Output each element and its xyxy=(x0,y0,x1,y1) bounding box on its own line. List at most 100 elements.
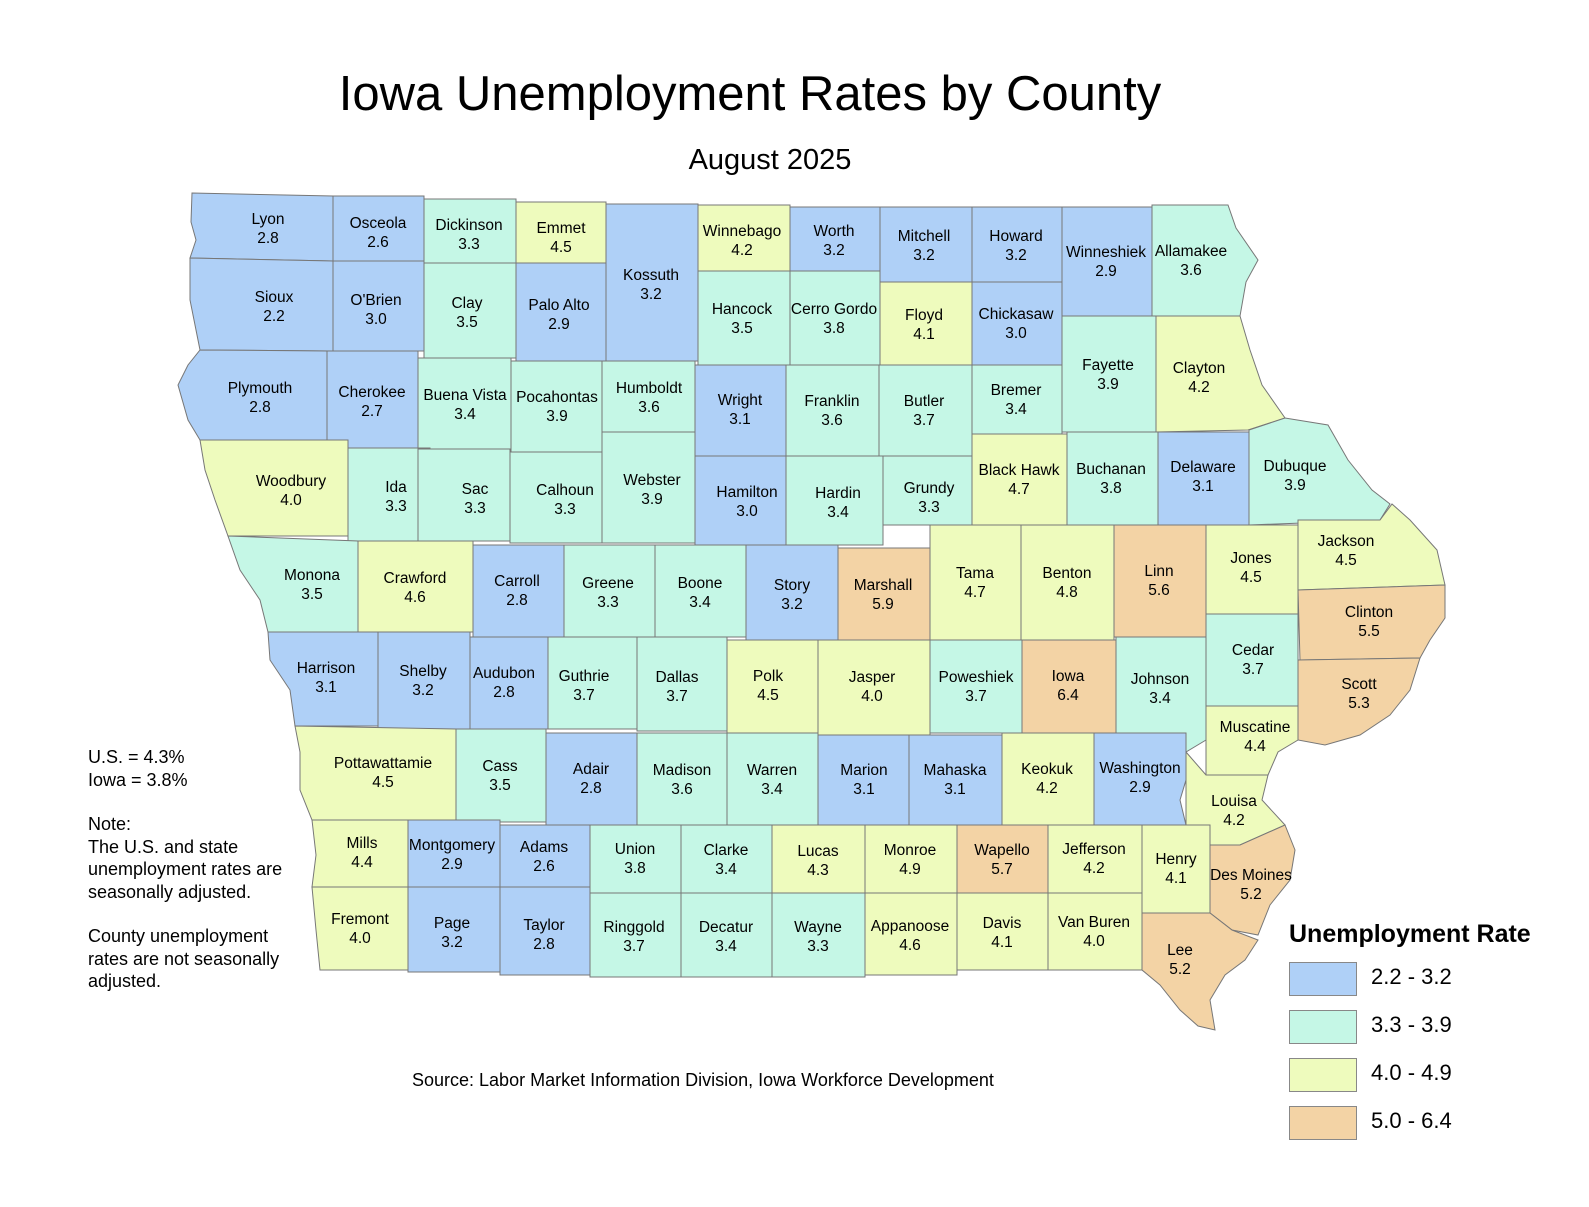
county-rate-label: 3.1 xyxy=(944,781,966,798)
county-poweshiek xyxy=(929,639,1023,734)
legend-label: 3.3 - 3.9 xyxy=(1371,1012,1452,1037)
county-name-label: Clay xyxy=(451,295,482,312)
county-rate-label: 3.0 xyxy=(736,503,758,520)
county-name-label: Shelby xyxy=(399,663,447,680)
county-rate-label: 4.0 xyxy=(861,688,883,705)
county-name-label: Greene xyxy=(582,575,634,592)
county-name-label: Ringgold xyxy=(603,919,664,936)
note-heading: Note: xyxy=(88,814,132,834)
county-cedar xyxy=(1205,613,1299,707)
county-benton xyxy=(1020,524,1115,641)
county-name-label: Sac xyxy=(462,481,489,498)
county-name-label: Union xyxy=(615,841,656,858)
county-rate-label: 3.2 xyxy=(823,242,845,259)
county-rate-label: 4.8 xyxy=(1056,584,1078,601)
county-name-label: O'Brien xyxy=(350,292,401,309)
county-rate-label: 2.8 xyxy=(493,684,515,701)
county-name-label: Muscatine xyxy=(1220,719,1291,736)
county-name-label: Grundy xyxy=(904,480,955,497)
county-rate-label: 3.7 xyxy=(1242,661,1264,678)
county-rate-label: 4.9 xyxy=(899,861,921,878)
us-rate-text: U.S. = 4.3% xyxy=(88,747,185,767)
county-name-label: Worth xyxy=(813,223,854,240)
county-name-label: Humboldt xyxy=(616,380,683,397)
county-rate-label: 4.5 xyxy=(1240,569,1262,586)
county-name-label: Hamilton xyxy=(716,484,777,501)
county-name-label: Franklin xyxy=(804,393,859,410)
county-name-label: Montgomery xyxy=(409,837,495,854)
county-rate-label: 4.7 xyxy=(1008,481,1030,498)
county-pocahontas xyxy=(510,360,603,453)
county-rate-label: 3.3 xyxy=(458,236,480,253)
county-allamakee xyxy=(1151,204,1259,317)
county-name-label: Wright xyxy=(718,392,763,409)
notes-block: U.S. = 4.3% Iowa = 3.8% Note: The U.S. a… xyxy=(88,746,282,993)
county-name-label: Iowa xyxy=(1052,668,1085,685)
note-line: seasonally adjusted. xyxy=(88,881,252,902)
county-name-label: Calhoun xyxy=(536,482,594,499)
county-rate-label: 4.2 xyxy=(731,242,753,259)
county-name-label: Bremer xyxy=(991,382,1042,399)
county-rate-label: 3.7 xyxy=(666,688,688,705)
county-rate-label: 5.9 xyxy=(872,596,894,613)
county-name-label: Polk xyxy=(753,668,783,685)
county-name-label: Emmet xyxy=(536,220,586,237)
county-name-label: Chickasaw xyxy=(979,306,1055,323)
county-rate-label: 5.2 xyxy=(1169,961,1191,978)
county-adair xyxy=(545,732,638,826)
county-winneshiek xyxy=(1061,206,1153,317)
note-line: The U.S. and state xyxy=(88,836,239,857)
county-rate-label: 3.4 xyxy=(454,406,476,423)
county-rate-label: 3.1 xyxy=(315,679,337,696)
county-tama xyxy=(929,524,1022,641)
county-rate-label: 2.9 xyxy=(1095,263,1117,280)
legend-label: 4.0 - 4.9 xyxy=(1371,1060,1452,1085)
county-rate-label: 4.5 xyxy=(757,687,779,704)
county-rate-label: 3.3 xyxy=(597,594,619,611)
county-name-label: Keokuk xyxy=(1021,761,1073,778)
county-name-label: Marshall xyxy=(854,577,913,594)
county-rate-label: 3.3 xyxy=(385,498,407,515)
county-monona xyxy=(227,535,359,633)
legend-label: 2.2 - 3.2 xyxy=(1371,964,1452,989)
county-name-label: Fremont xyxy=(331,911,389,928)
county-rate-label: 3.7 xyxy=(623,938,645,955)
county-rate-label: 5.3 xyxy=(1348,695,1370,712)
county-cerro-gordo xyxy=(789,270,881,366)
county-buchanan xyxy=(1066,431,1159,526)
county-name-label: Warren xyxy=(747,762,797,779)
county-name-label: Buena Vista xyxy=(423,387,507,404)
county-rate-label: 4.2 xyxy=(1188,379,1210,396)
county-rate-label: 3.1 xyxy=(1192,478,1214,495)
county-name-label: Lyon xyxy=(251,211,284,228)
legend-swatch xyxy=(1289,1010,1357,1044)
county-name-label: Clinton xyxy=(1345,604,1393,621)
county-rate-label: 4.6 xyxy=(404,589,426,606)
county-rate-label: 2.9 xyxy=(1129,779,1151,796)
county-hardin xyxy=(785,455,884,546)
county-lee xyxy=(1141,912,1259,1031)
county-name-label: Poweshiek xyxy=(939,669,1014,686)
source-text: Source: Labor Market Information Divisio… xyxy=(412,1070,994,1090)
county-carroll xyxy=(472,544,565,638)
county-rate-label: 3.4 xyxy=(1005,401,1027,418)
county-rate-label: 4.6 xyxy=(899,937,921,954)
county-rate-label: 4.1 xyxy=(913,326,935,343)
county-mahaska xyxy=(908,734,1003,826)
county-name-label: Howard xyxy=(989,228,1042,245)
county-name-label: Winneshiek xyxy=(1066,244,1146,261)
county-rate-label: 2.8 xyxy=(506,592,528,609)
county-name-label: Lee xyxy=(1167,942,1193,959)
county-name-label: Van Buren xyxy=(1058,914,1130,931)
county-wapello xyxy=(956,824,1049,894)
county-rate-label: 5.5 xyxy=(1358,623,1380,640)
county-name-label: Monroe xyxy=(884,842,937,859)
county-name-label: Mills xyxy=(347,835,378,852)
county-name-label: Cass xyxy=(482,758,518,775)
county-rate-label: 3.5 xyxy=(489,777,511,794)
county-name-label: Benton xyxy=(1042,565,1091,582)
county-dubuque xyxy=(1248,417,1391,526)
county-rate-label: 5.2 xyxy=(1240,886,1262,903)
county-name-label: Monona xyxy=(284,567,340,584)
county-rate-label: 3.3 xyxy=(464,500,486,517)
